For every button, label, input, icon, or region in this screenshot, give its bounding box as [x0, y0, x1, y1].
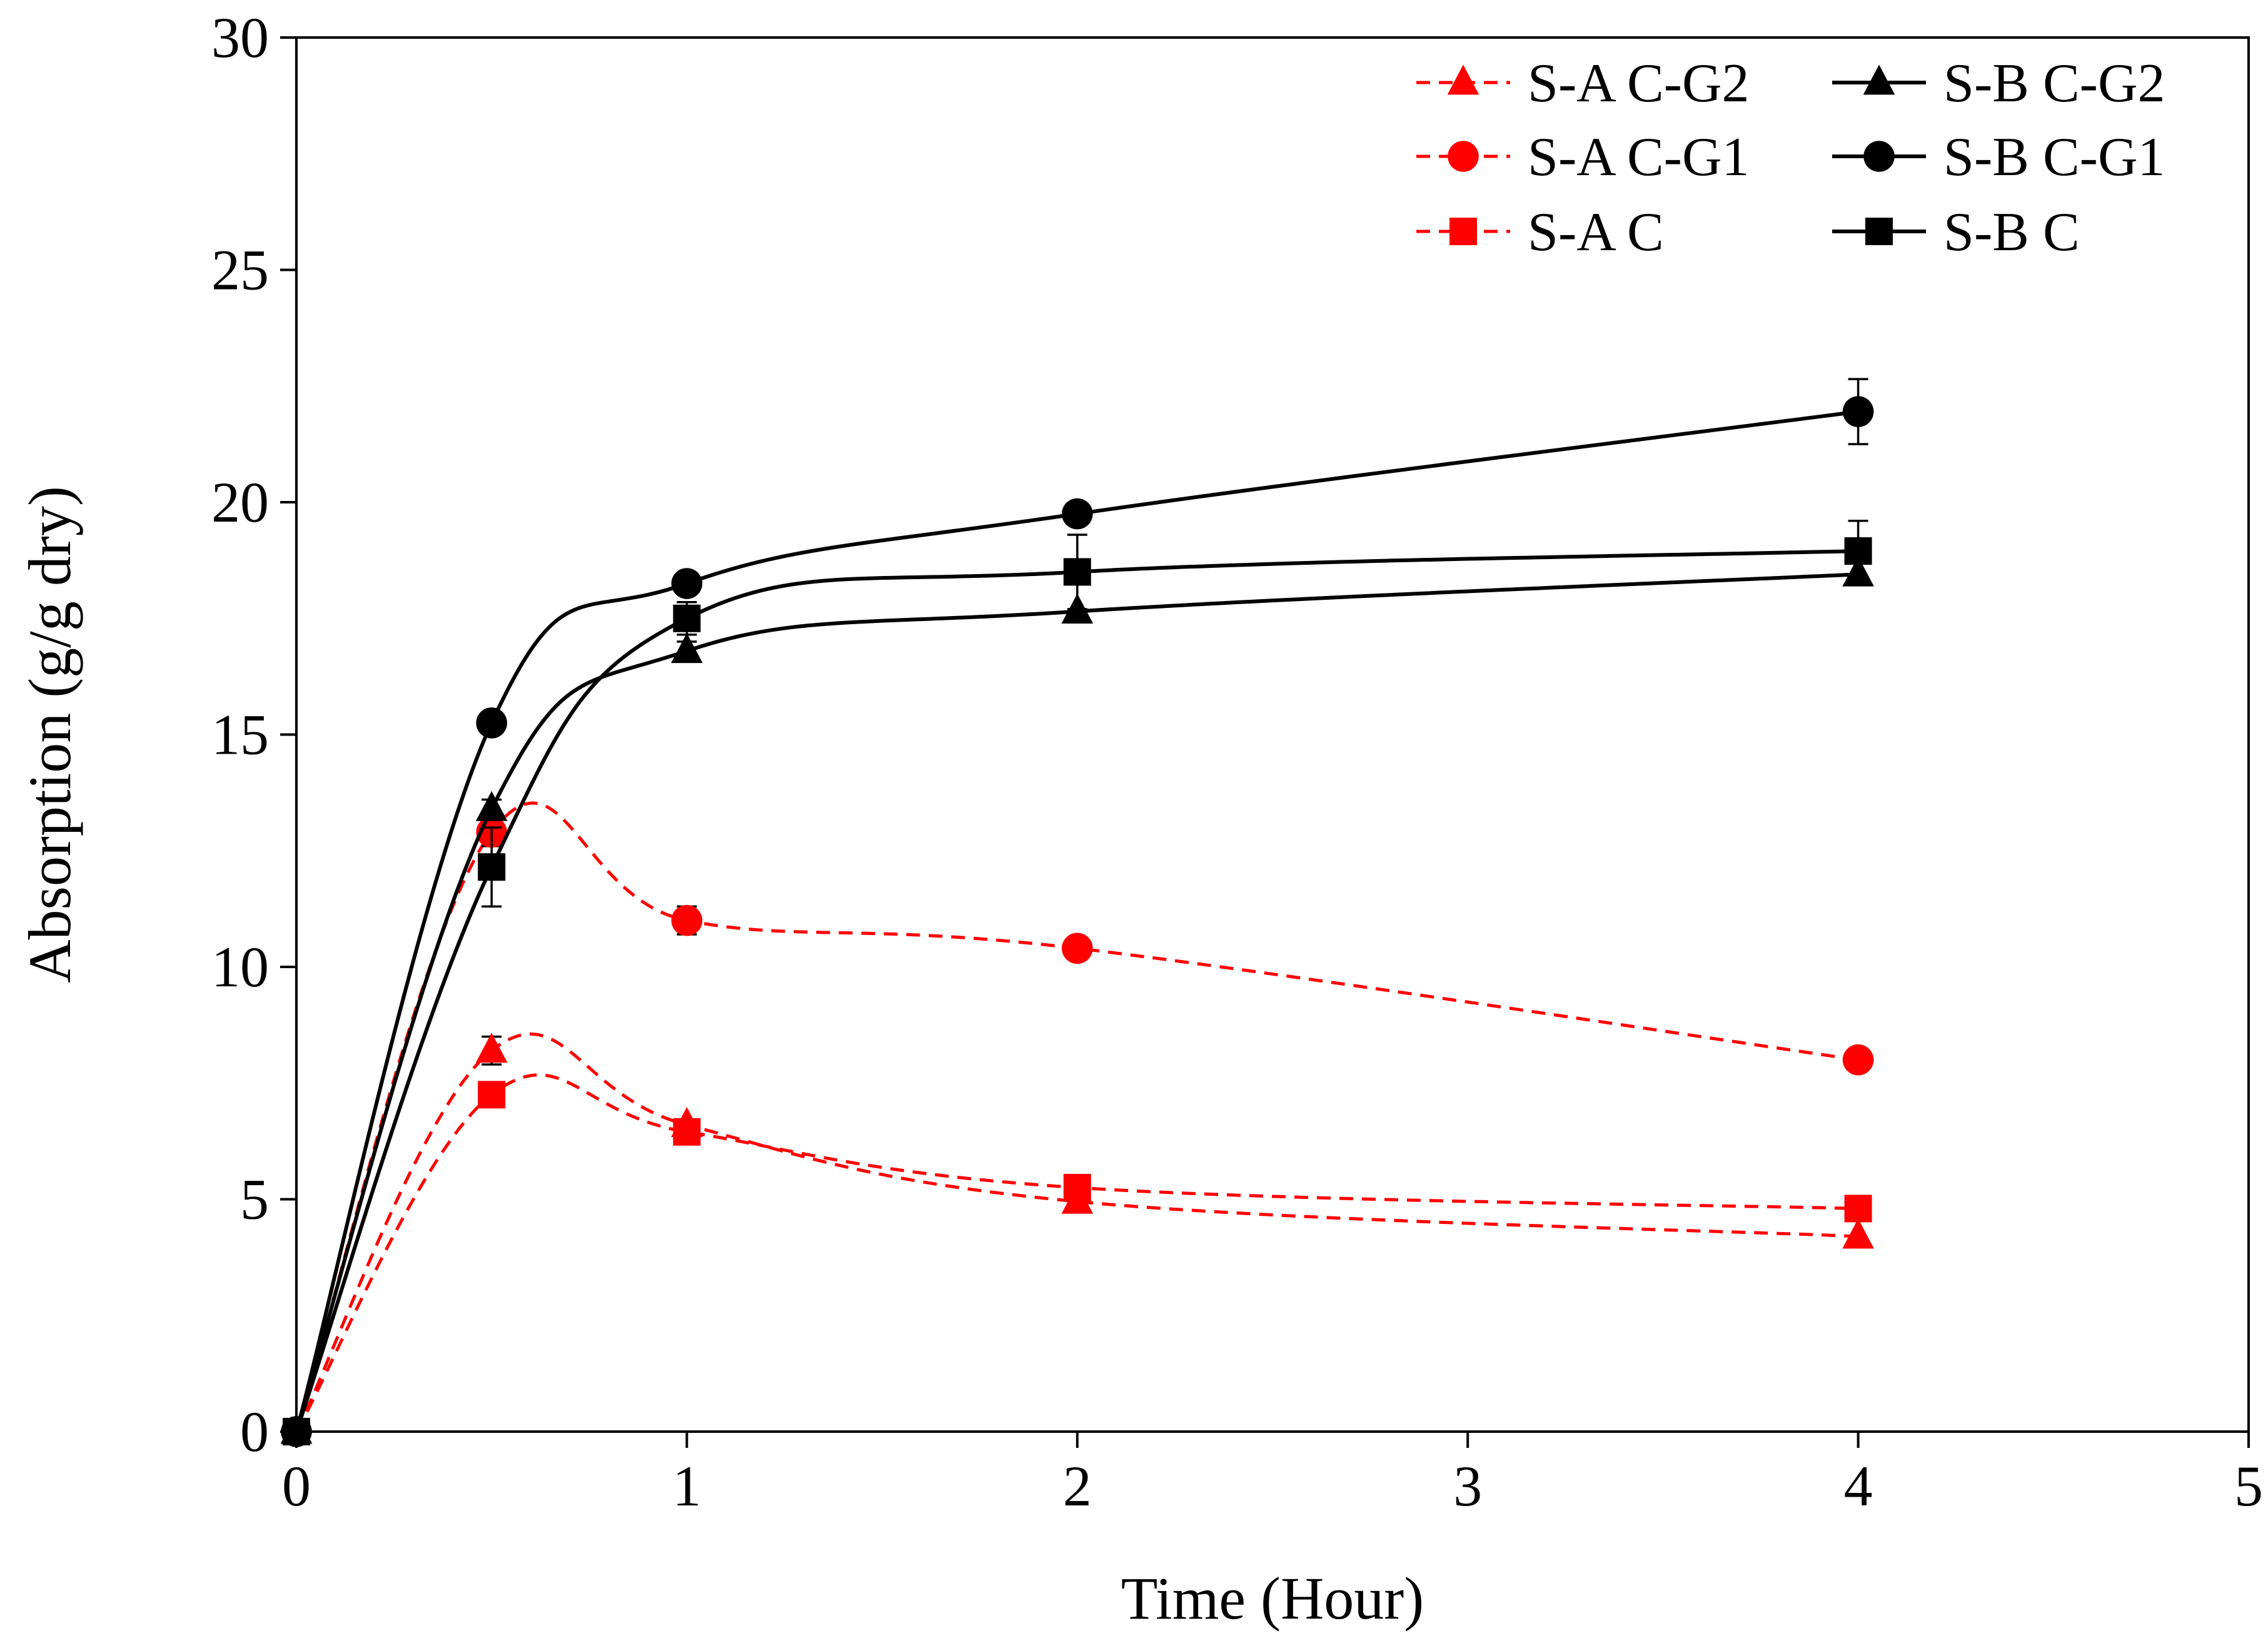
- x-tick-label: 0: [282, 1454, 311, 1518]
- legend-marker: [1863, 64, 1895, 95]
- data-point: [673, 1118, 701, 1146]
- legend-item-s-b-c-g2: S-B C-G2: [1832, 53, 2165, 114]
- data-point: [475, 1033, 508, 1063]
- legend-label: S-B C: [1943, 202, 2080, 263]
- legend-item-s-b-c: S-B C: [1832, 202, 2080, 263]
- data-point: [1063, 558, 1091, 586]
- y-tick-label: 20: [211, 470, 269, 534]
- data-point: [1842, 396, 1874, 427]
- series-s-a-c-g2: [280, 1032, 1874, 1444]
- series-s-b-c-g2: [280, 556, 1874, 1444]
- series-s-a-c: [283, 1073, 1872, 1445]
- y-tick-label: 15: [211, 703, 269, 767]
- x-tick-label: 4: [1844, 1454, 1873, 1518]
- series-line-s-b-c-g2: [295, 572, 1858, 1432]
- legend-marker: [1863, 141, 1895, 172]
- series-line-s-a-c: [295, 1073, 1858, 1433]
- y-tick-label: 10: [211, 935, 269, 999]
- series-line-s-b-c: [295, 549, 1858, 1432]
- y-tick-label: 0: [240, 1400, 269, 1464]
- data-point: [1842, 1218, 1874, 1249]
- legend-label: S-A C: [1528, 202, 1664, 263]
- axes: 0 1 2 3 4 5 0 5 10 15 20 25 30: [211, 6, 2263, 1518]
- legend-marker: [1865, 218, 1893, 245]
- data-point: [478, 853, 506, 881]
- x-tick-label: 1: [672, 1454, 701, 1518]
- series-line-s-a-c-g2: [295, 1032, 1858, 1433]
- x-tick-label: 2: [1063, 1454, 1092, 1518]
- legend-marker: [1449, 218, 1477, 245]
- data-point: [671, 568, 703, 599]
- series-s-a-c-g1: [281, 801, 1874, 1447]
- legend-item-s-b-c-g1: S-B C-G1: [1832, 127, 2165, 188]
- legend-item-s-a-c-g2: S-A C-G2: [1416, 53, 1750, 114]
- series-layer: [280, 378, 1874, 1447]
- data-point: [476, 707, 507, 739]
- data-point: [671, 904, 703, 936]
- series-s-b-c-g1: [281, 378, 1874, 1447]
- data-point: [1842, 1044, 1874, 1076]
- legend-item-s-a-c-g1: S-A C-G1: [1416, 127, 1750, 188]
- legend-label: S-B C-G1: [1943, 127, 2165, 188]
- series-line-s-a-c-g1: [295, 801, 1858, 1432]
- y-tick-label: 30: [211, 6, 269, 69]
- data-point: [1844, 537, 1872, 565]
- legend-marker: [1448, 141, 1479, 172]
- data-point: [1844, 1195, 1872, 1223]
- data-point: [1063, 1173, 1091, 1201]
- y-axis-title: Absorption (g/g dry): [16, 486, 83, 983]
- data-point: [475, 791, 508, 821]
- data-point: [673, 604, 701, 632]
- data-point: [478, 1081, 506, 1109]
- y-tick-label: 5: [240, 1168, 269, 1231]
- x-tick-label: 5: [2234, 1454, 2263, 1518]
- legend-label: S-B C-G2: [1943, 53, 2165, 114]
- legend-item-s-a-c: S-A C: [1416, 202, 1664, 263]
- x-axis-title: Time (Hour): [1121, 1565, 1424, 1632]
- x-tick-label: 3: [1453, 1454, 1482, 1518]
- data-point: [1062, 933, 1093, 964]
- data-point: [671, 633, 703, 664]
- legend: S-A C-G2 S-A C-G1 S-A C S-B C-G2 S-B C-G1 S-B…: [1416, 53, 2165, 263]
- y-tick-label: 25: [211, 238, 269, 302]
- series-s-b-c: [283, 519, 1872, 1445]
- legend-marker: [1447, 64, 1479, 95]
- legend-label: S-A C-G1: [1528, 127, 1750, 188]
- legend-label: S-A C-G2: [1528, 53, 1750, 114]
- data-point: [1062, 498, 1093, 530]
